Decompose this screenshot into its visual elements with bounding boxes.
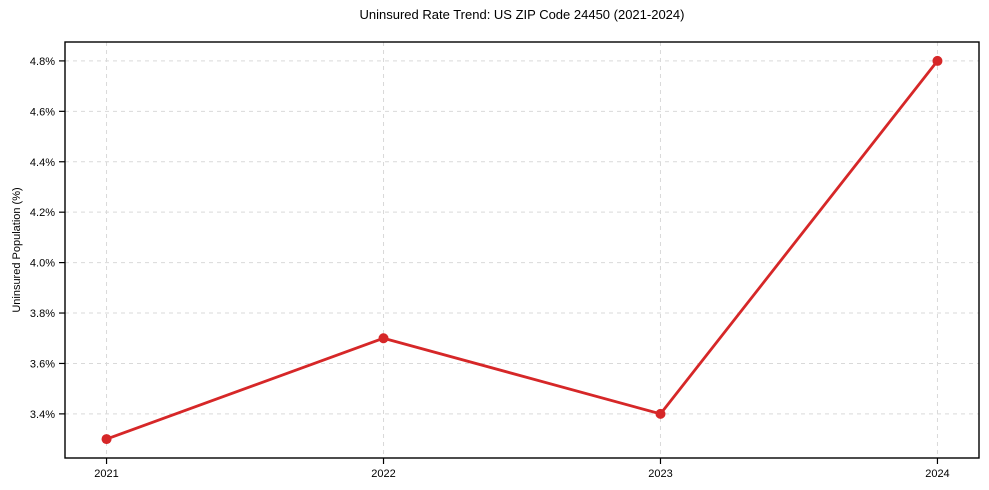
y-tick-label: 4.0% — [30, 258, 55, 270]
data-point-marker — [655, 408, 666, 419]
chart-title: Uninsured Rate Trend: US ZIP Code 24450 … — [359, 7, 685, 22]
x-tick-label: 2022 — [371, 468, 395, 480]
x-tick-label: 2023 — [648, 468, 672, 480]
y-tick-label: 4.2% — [30, 207, 55, 219]
data-point-marker — [378, 333, 389, 344]
trend-line — [105, 59, 939, 441]
y-tick-label: 3.6% — [30, 358, 55, 370]
data-point-marker — [932, 55, 943, 66]
y-axis-label: Uninsured Population (%) — [11, 187, 23, 313]
y-tick-label: 4.8% — [30, 56, 55, 68]
plot-border — [64, 41, 980, 459]
y-tick-label: 4.4% — [30, 157, 55, 169]
x-tick-label: 2024 — [925, 468, 949, 480]
x-tick-label: 2021 — [94, 468, 118, 480]
data-point-marker — [101, 434, 112, 445]
y-tick-label: 3.8% — [30, 308, 55, 320]
y-tick-label: 4.6% — [30, 106, 55, 118]
y-tick-label: 3.4% — [30, 409, 55, 421]
